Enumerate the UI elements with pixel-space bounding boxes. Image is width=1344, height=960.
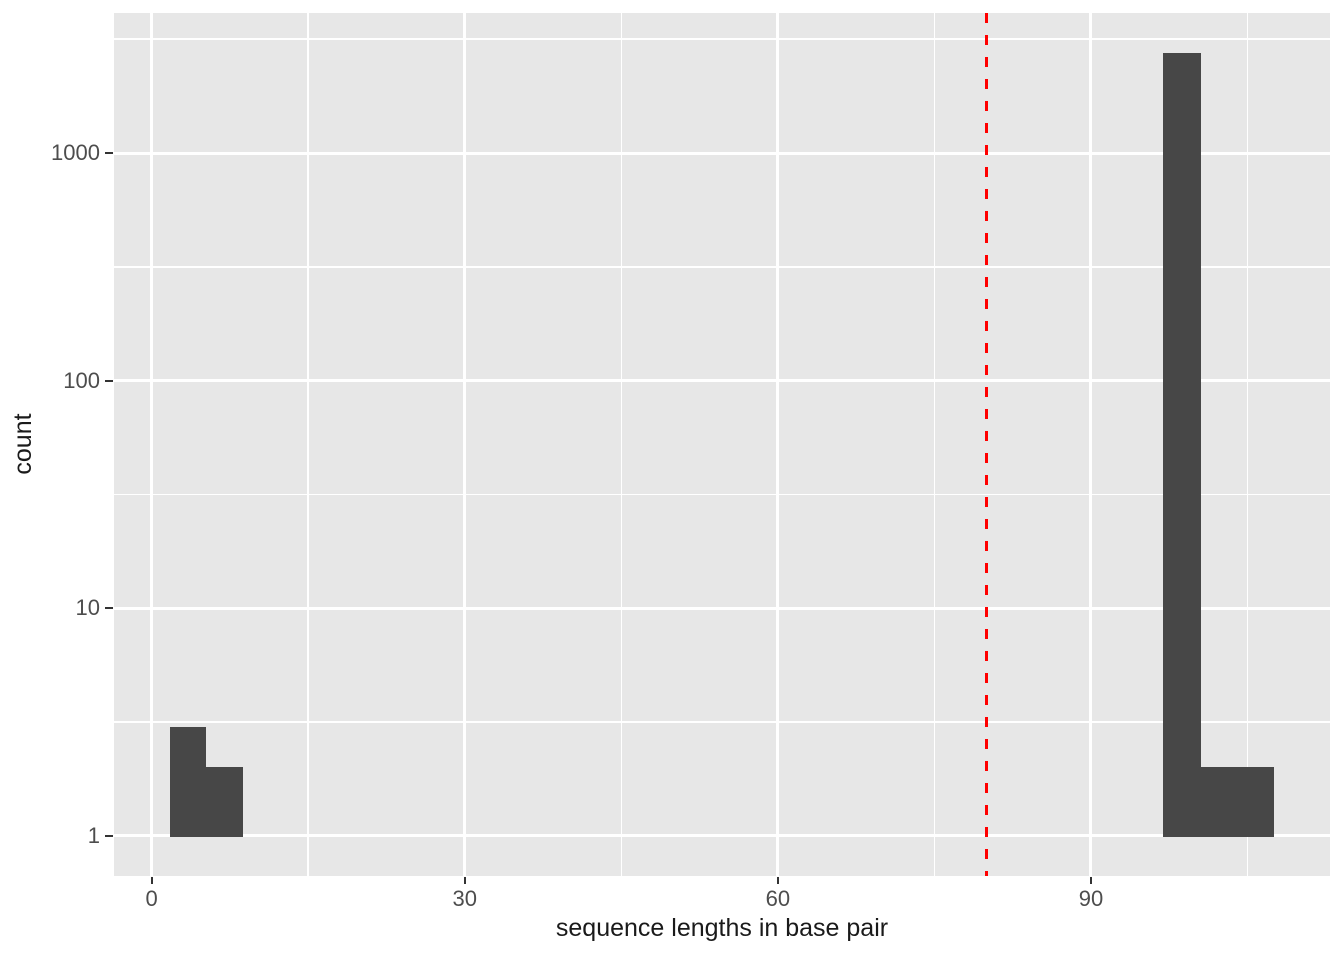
histogram-bar [206, 767, 243, 838]
x-axis-tick [1089, 877, 1092, 884]
y-minor-gridline [114, 493, 1330, 496]
y-axis-tick [105, 379, 113, 382]
y-major-gridline [114, 606, 1330, 610]
y-axis-tick-label: 10 [75, 595, 100, 621]
x-major-gridline [150, 13, 154, 876]
x-minor-gridline [933, 13, 936, 876]
y-minor-gridline [114, 38, 1330, 40]
x-minor-gridline [1246, 13, 1249, 876]
x-minor-gridline [307, 13, 309, 876]
histogram-bar [1200, 767, 1274, 838]
x-axis-tick-label: 0 [145, 886, 158, 911]
y-major-gridline [114, 834, 1330, 838]
x-axis-title: sequence lengths in base pair [555, 914, 889, 942]
x-axis-tick [150, 877, 153, 884]
y-major-gridline [114, 151, 1330, 155]
y-axis-tick [105, 834, 113, 837]
y-axis-tick-label: 1 [87, 822, 100, 848]
x-axis-tick [463, 877, 466, 884]
y-major-gridline [114, 379, 1330, 383]
y-axis-tick [105, 607, 113, 610]
x-axis-tick-label: 30 [452, 886, 477, 911]
threshold-vline [985, 13, 989, 876]
y-axis-tick [105, 152, 113, 154]
x-axis-tick-label: 60 [765, 886, 791, 911]
x-minor-gridline [620, 13, 623, 876]
x-axis-tick-label: 90 [1078, 886, 1104, 911]
plot-panel [114, 13, 1330, 876]
y-minor-gridline [114, 266, 1330, 268]
histogram-bar [1162, 52, 1201, 838]
x-axis-tick [776, 877, 779, 884]
x-major-gridline [776, 13, 780, 876]
y-minor-gridline [114, 721, 1330, 723]
y-axis-tick-label: 100 [63, 367, 100, 393]
x-major-gridline [1089, 13, 1093, 876]
y-axis-tick-label: 1000 [51, 140, 100, 165]
histogram-bar [169, 727, 207, 838]
y-axis-title: count [9, 413, 37, 475]
x-major-gridline [463, 13, 467, 876]
